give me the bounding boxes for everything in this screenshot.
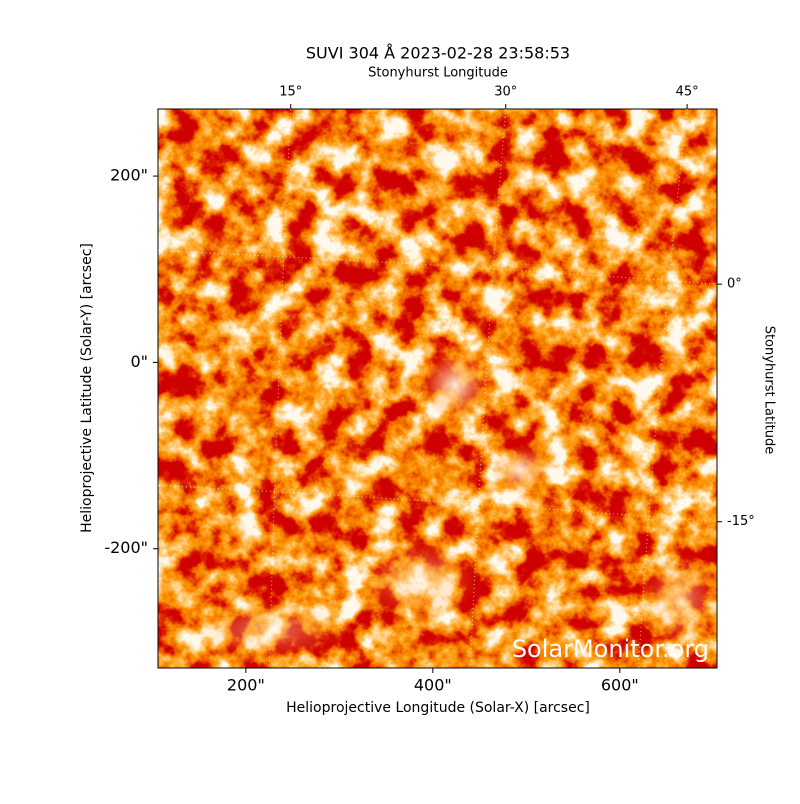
solar-image (158, 109, 717, 668)
lat-tick-label: -15° (727, 514, 755, 529)
lon-grid-line (469, 109, 507, 668)
y-tick-label: -200" (104, 538, 148, 557)
lon-tick-label: 45° (676, 85, 699, 100)
x-tick-label: 600" (601, 676, 639, 695)
x-tick-label: 200" (227, 676, 265, 695)
right-axis-label: Stonyhurst Latitude (762, 326, 777, 455)
y-axis-label: Helioprojective Latitude (Solar-Y) [arcs… (79, 243, 95, 533)
watermark: SolarMonitor.org (512, 635, 709, 663)
plot-frame (157, 108, 718, 669)
x-tick-label: 400" (414, 676, 452, 695)
lat-tick-label: 0° (727, 277, 742, 292)
y-tick-label: 0" (130, 352, 148, 371)
lon-tick-label: 30° (494, 85, 517, 100)
x-axis-label: Helioprojective Longitude (Solar-X) [arc… (286, 700, 590, 716)
y-tick-label: 200" (110, 166, 148, 185)
lon-grid-line (637, 109, 688, 668)
chart-title: SUVI 304 Å 2023-02-28 23:58:53 (306, 44, 570, 63)
lon-tick-label: 15° (279, 85, 302, 100)
top-axis-label: Stonyhurst Longitude (368, 66, 508, 81)
